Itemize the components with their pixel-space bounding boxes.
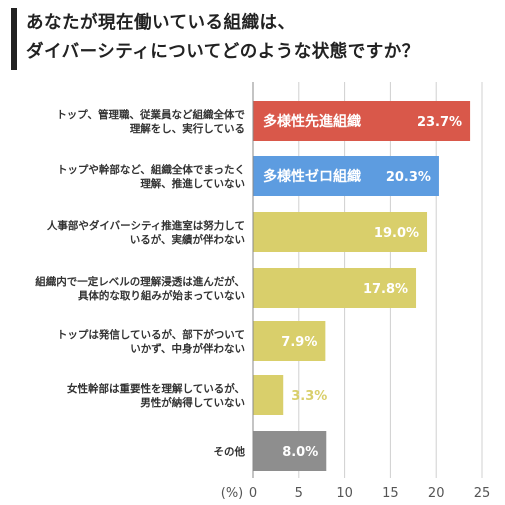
- chart-title-line-1: あなたが現在働いている組織は、: [26, 13, 296, 33]
- category-label-0-1: 理解をし、実行している: [130, 122, 245, 135]
- data-label-6: 8.0%: [282, 445, 318, 460]
- x-tick-label-5: 25: [474, 486, 491, 501]
- x-tick-label-3: 15: [382, 486, 399, 501]
- x-tick-label-1: 5: [295, 486, 303, 501]
- bar-5: [253, 375, 284, 415]
- bar-6: [253, 431, 327, 471]
- bar-0: [253, 101, 471, 141]
- category-label-3-1: 具体的な取り組みが始まっていない: [77, 289, 245, 302]
- bar-4: [253, 321, 326, 361]
- bar-tag-0: 多様性先進組織: [263, 113, 361, 130]
- data-label-3: 17.8%: [363, 282, 408, 297]
- data-label-4: 7.9%: [281, 335, 317, 350]
- category-label-1-1: 理解、推進していない: [140, 177, 245, 190]
- data-label-1: 20.3%: [386, 170, 431, 185]
- bar-1: [253, 156, 439, 196]
- category-label-5-1: 男性が納得していない: [140, 396, 245, 409]
- category-label-2-1: いるが、実績が伴わない: [130, 233, 245, 246]
- category-label-2-0: 人事部やダイバーシティ推進室は努力して: [47, 219, 245, 232]
- bar-3: [253, 268, 417, 308]
- chart-title: あなたが現在働いている組織は、 ダイバーシティについてどのような状態ですか？: [26, 9, 496, 67]
- category-label-3-0: 組織内で一定レベルの理解浸透は進んだが、: [35, 275, 245, 288]
- category-label-4-1: いかず、中身が伴わない: [130, 342, 245, 355]
- x-axis-unit-label: (%): [221, 486, 244, 501]
- bar-2: [253, 212, 428, 252]
- data-label-2: 19.0%: [374, 226, 419, 241]
- x-tick-label-2: 10: [336, 486, 353, 501]
- chart-title-line-2: ダイバーシティについてどのような状態ですか？: [26, 42, 420, 62]
- category-label-0-0: トップ、管理職、従業員など組織全体で: [56, 108, 245, 121]
- category-label-1-0: トップや幹部など、組織全体でまったく: [57, 163, 245, 176]
- category-label-5-0: 女性幹部は重要性を理解しているが、: [67, 382, 245, 395]
- data-label-0: 23.7%: [417, 115, 462, 130]
- bar-tag-1: 多様性ゼロ組織: [263, 168, 361, 185]
- category-label-4-0: トップは発信しているが、部下がついて: [57, 328, 245, 341]
- category-label-6-0: その他: [214, 445, 246, 458]
- data-label-5: 3.3%: [291, 389, 327, 404]
- x-tick-label-4: 20: [428, 486, 445, 501]
- x-tick-label-0: 0: [249, 486, 257, 501]
- title-accent-bar: [11, 8, 17, 70]
